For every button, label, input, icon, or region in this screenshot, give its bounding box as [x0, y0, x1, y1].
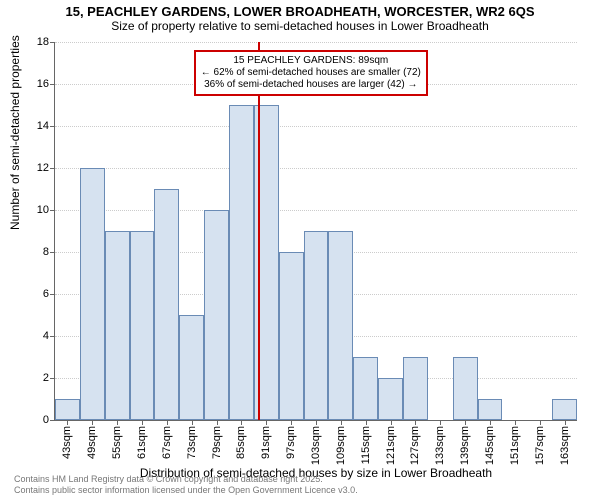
annotation-line: 36% of semi-detached houses are larger (… [201, 79, 421, 91]
footer-line1: Contains HM Land Registry data © Crown c… [14, 474, 358, 485]
y-tick-label: 14 [37, 120, 55, 132]
x-tick-mark [217, 420, 218, 425]
histogram-bar [453, 357, 478, 420]
title-line2: Size of property relative to semi-detach… [0, 19, 600, 33]
x-tick-mark [266, 420, 267, 425]
footer-text: Contains HM Land Registry data © Crown c… [14, 474, 358, 496]
x-tick-label: 127sqm [409, 426, 421, 465]
x-tick-mark [316, 420, 317, 425]
x-tick-mark [440, 420, 441, 425]
histogram-bar [403, 357, 428, 420]
reference-line [258, 42, 260, 420]
y-tick-label: 2 [43, 372, 55, 384]
x-tick-mark [366, 420, 367, 425]
x-tick-label: 79sqm [211, 426, 223, 459]
x-tick-label: 109sqm [335, 426, 347, 465]
x-tick-mark [490, 420, 491, 425]
x-tick-label: 49sqm [86, 426, 98, 459]
x-tick-mark [515, 420, 516, 425]
x-tick-mark [391, 420, 392, 425]
x-tick-mark [167, 420, 168, 425]
y-tick-label: 4 [43, 330, 55, 342]
y-tick-label: 12 [37, 162, 55, 174]
x-tick-label: 157sqm [534, 426, 546, 465]
x-tick-mark [540, 420, 541, 425]
x-tick-mark [465, 420, 466, 425]
histogram-bar [328, 231, 353, 420]
histogram-bar [80, 168, 105, 420]
annotation-line: ← 62% of semi-detached houses are smalle… [201, 67, 421, 79]
x-tick-label: 91sqm [260, 426, 272, 459]
y-tick-label: 16 [37, 78, 55, 90]
footer-line2: Contains public sector information licen… [14, 485, 358, 496]
histogram-bar [204, 210, 229, 420]
chart-container: 15, PEACHLEY GARDENS, LOWER BROADHEATH, … [0, 0, 600, 500]
x-tick-label: 97sqm [285, 426, 297, 459]
y-tick-label: 0 [43, 414, 55, 426]
gridline-h [55, 126, 577, 127]
x-tick-label: 163sqm [559, 426, 571, 465]
x-tick-label: 103sqm [310, 426, 322, 465]
x-tick-label: 139sqm [459, 426, 471, 465]
histogram-bar [478, 399, 503, 420]
histogram-bar [55, 399, 80, 420]
x-tick-mark [341, 420, 342, 425]
x-tick-label: 121sqm [385, 426, 397, 465]
y-tick-label: 8 [43, 246, 55, 258]
histogram-bar [154, 189, 179, 420]
x-tick-label: 145sqm [484, 426, 496, 465]
annotation-box: 15 PEACHLEY GARDENS: 89sqm← 62% of semi-… [194, 50, 428, 96]
x-tick-label: 43sqm [61, 426, 73, 459]
x-tick-label: 85sqm [235, 426, 247, 459]
x-tick-mark [241, 420, 242, 425]
histogram-bar [179, 315, 204, 420]
x-tick-label: 67sqm [161, 426, 173, 459]
y-tick-label: 18 [37, 36, 55, 48]
title-block: 15, PEACHLEY GARDENS, LOWER BROADHEATH, … [0, 0, 600, 33]
x-tick-mark [192, 420, 193, 425]
x-tick-label: 151sqm [509, 426, 521, 465]
annotation-line: 15 PEACHLEY GARDENS: 89sqm [201, 55, 421, 67]
gridline-h [55, 210, 577, 211]
y-tick-label: 10 [37, 204, 55, 216]
gridline-h [55, 42, 577, 43]
gridline-h [55, 168, 577, 169]
x-tick-label: 61sqm [136, 426, 148, 459]
x-tick-label: 115sqm [360, 426, 372, 464]
histogram-bar [304, 231, 329, 420]
x-tick-label: 55sqm [111, 426, 123, 459]
x-tick-label: 73sqm [186, 426, 198, 459]
histogram-bar [378, 378, 403, 420]
histogram-bar [105, 231, 130, 420]
plot-area: Distribution of semi-detached houses by … [54, 42, 577, 421]
x-tick-mark [291, 420, 292, 425]
x-tick-mark [565, 420, 566, 425]
title-line1: 15, PEACHLEY GARDENS, LOWER BROADHEATH, … [0, 4, 600, 19]
histogram-bar [353, 357, 378, 420]
x-tick-label: 133sqm [434, 426, 446, 465]
histogram-bar [130, 231, 155, 420]
x-tick-mark [142, 420, 143, 425]
x-tick-mark [92, 420, 93, 425]
x-tick-mark [117, 420, 118, 425]
histogram-bar [552, 399, 577, 420]
x-tick-mark [67, 420, 68, 425]
histogram-bar [279, 252, 304, 420]
x-tick-mark [415, 420, 416, 425]
y-tick-label: 6 [43, 288, 55, 300]
y-axis-label: Number of semi-detached properties [8, 35, 22, 230]
histogram-bar [229, 105, 254, 420]
